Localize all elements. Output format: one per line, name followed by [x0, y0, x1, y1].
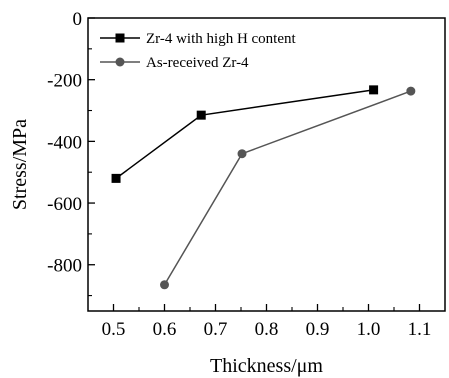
series-line-2	[163, 90, 412, 286]
legend-circle-marker	[115, 57, 125, 67]
data-point	[111, 173, 121, 183]
y-axis-title: Stress/MPa	[9, 119, 31, 210]
y-tick-label: 0	[73, 9, 83, 30]
plot-marks	[111, 85, 416, 290]
data-point	[160, 280, 169, 290]
x-axis-title: Thickness/μm	[210, 355, 323, 377]
data-point	[369, 85, 379, 95]
x-tick-label: 0.8	[255, 319, 279, 340]
y-axis: 0 -200 -400 -600 -800	[47, 9, 95, 297]
data-point	[196, 110, 206, 120]
data-point	[406, 86, 416, 96]
series-line-1	[115, 89, 374, 179]
y-tick-label: -400	[47, 132, 82, 153]
y-tick-label: -800	[47, 256, 82, 277]
y-tick-label: -200	[47, 71, 82, 92]
y-tick-label: -600	[47, 194, 82, 215]
legend-label: As-received Zr-4	[146, 55, 249, 71]
x-tick-label: 1.0	[357, 319, 381, 340]
x-tick-label: 0.5	[102, 319, 126, 340]
x-axis: 0.5 0.6 0.7 0.8 0.9 1.0 1.1	[102, 304, 432, 340]
plot-area-frame	[87, 17, 446, 312]
x-tick-label: 0.9	[306, 319, 330, 340]
x-tick-label: 1.1	[408, 319, 432, 340]
legend-label: Zr-4 with high H content	[146, 31, 297, 47]
x-tick-label: 0.7	[204, 319, 228, 340]
legend: Zr-4 with high H content As-received Zr-4	[100, 31, 297, 71]
x-tick-label: 0.6	[153, 319, 177, 340]
legend-square-marker	[115, 33, 125, 43]
data-point	[237, 149, 247, 159]
